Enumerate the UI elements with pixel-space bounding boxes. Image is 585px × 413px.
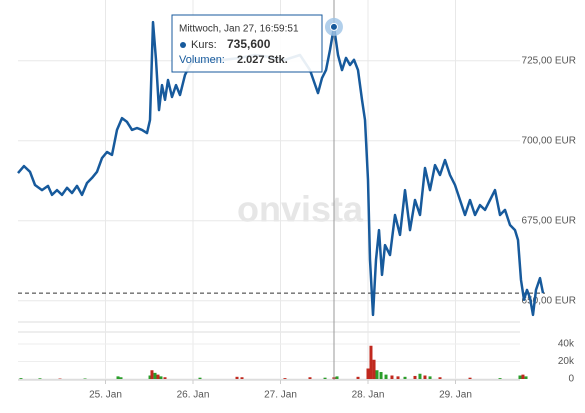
volume-bar [240,377,244,379]
volume-bar [418,373,422,379]
volume-bar [19,378,23,379]
price-line [17,20,545,317]
y-tick-label: 675,00 EUR [522,215,576,226]
tooltip-bullet [180,42,186,48]
volume-bar [148,375,152,379]
volume-bar [308,377,312,379]
hover-point [329,22,338,31]
volume-bar [372,359,376,379]
tooltip-box [171,14,323,73]
volume-bar [396,376,400,379]
volume-bar [38,378,42,379]
volume-bar [369,345,373,379]
volume-bar [156,374,160,379]
volume-bar [356,376,360,379]
volume-bar [438,377,442,379]
volume-bar [524,376,528,379]
volume-bar [423,375,427,379]
volume-bar [283,378,287,379]
volume-bar [403,376,407,379]
volume-tick-label: 0 [568,374,574,385]
x-tick-label: 29. Jan [439,390,472,401]
x-tick-label: 26. Jan [177,390,210,401]
y-tick-label: 725,00 EUR [522,55,576,66]
volume-bar [468,377,472,379]
volume-bar [116,376,120,379]
tooltip-kurs: 735,600 [227,37,271,51]
volume-bar [375,370,379,379]
watermark: onvista [237,189,364,230]
volume-bar [379,372,383,379]
volume-bar [150,370,154,379]
volume-bar [323,377,327,379]
y-tick-label: 700,00 EUR [522,135,576,146]
tooltip-volumen: 2.027 Stk. [237,54,288,66]
volume-bar [119,377,123,379]
tooltip-kurs-label: Kurs: [191,39,217,51]
x-tick-label: 25. Jan [89,390,122,401]
volume-bar [390,375,394,379]
volume-bar [235,376,239,379]
volume-bar [413,375,417,379]
x-tick-label: 27. Jan [264,390,297,401]
volume-bar [159,376,163,379]
volume-bar [428,376,432,379]
volume-bar [518,375,522,379]
volume-tick-label: 20k [558,356,575,367]
volume-bar [335,376,339,379]
tooltip: Mittwoch, Jan 27, 16:59:51 Kurs: 735,600… [171,14,323,73]
y-tick-label: 650,00 EUR [522,295,576,306]
tooltip-volumen-label: Volumen: [179,54,225,66]
volume-bar [366,368,370,379]
volume-tick-label: 40k [558,339,575,350]
volume-bar [153,372,157,379]
volume-bar [163,377,167,379]
x-tick-label: 28. Jan [352,390,385,401]
volume-bar [521,374,525,379]
volume-bar [498,378,502,379]
volume-bar [384,374,388,379]
volume-bar [83,378,87,379]
volume-bar [198,377,202,379]
tooltip-date: Mittwoch, Jan 27, 16:59:51 [179,24,299,35]
